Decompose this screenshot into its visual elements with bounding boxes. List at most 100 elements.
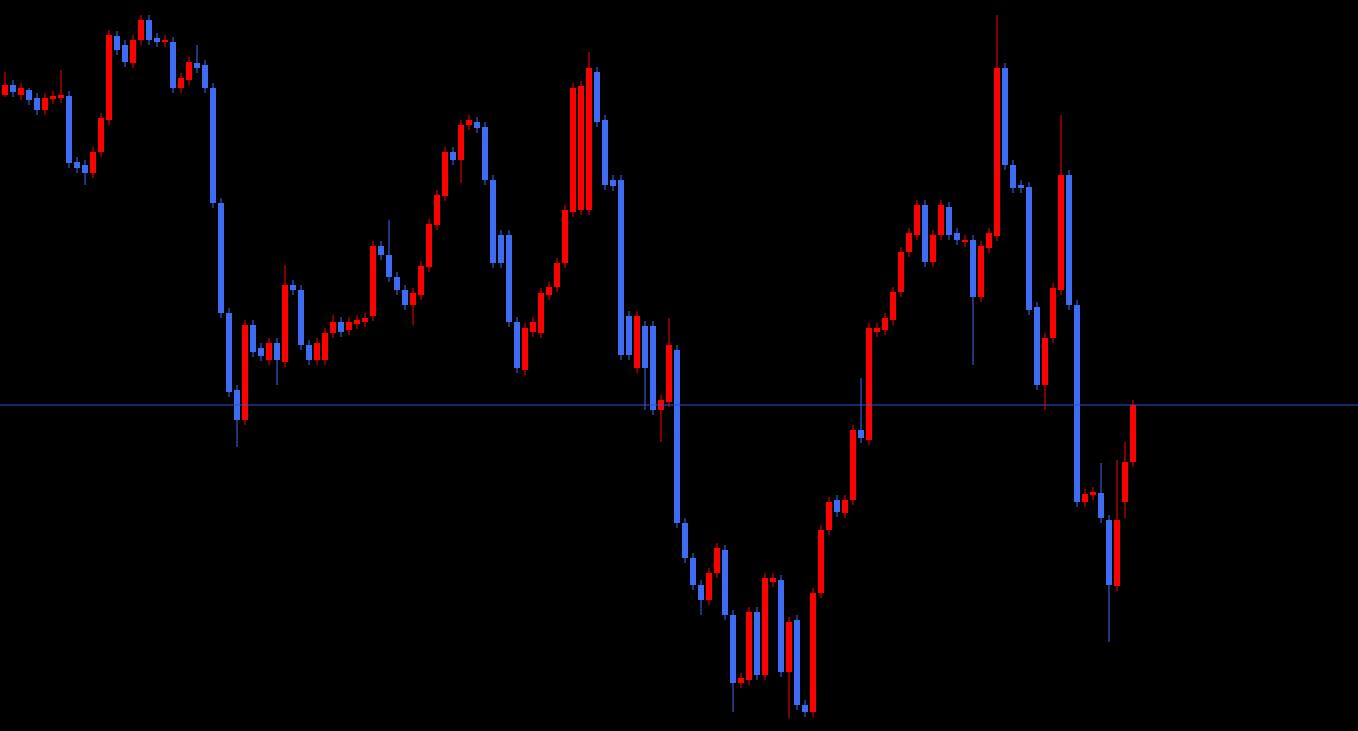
candle-body bbox=[1090, 492, 1096, 495]
candle-body bbox=[706, 573, 712, 600]
candle-body bbox=[722, 550, 728, 615]
candle-body bbox=[138, 20, 144, 40]
candle-body bbox=[850, 430, 856, 500]
candle-body bbox=[538, 293, 544, 333]
candle-body bbox=[146, 20, 152, 40]
candle-body bbox=[314, 343, 320, 360]
candle-body bbox=[402, 290, 408, 305]
candle-body bbox=[66, 96, 72, 163]
candle-body bbox=[218, 203, 224, 313]
candle-body bbox=[634, 316, 640, 368]
candle-body bbox=[602, 120, 608, 185]
candle-body bbox=[714, 548, 720, 573]
candle-body bbox=[362, 318, 368, 322]
candle-body bbox=[34, 98, 40, 110]
candle-body bbox=[618, 180, 624, 355]
candle-body bbox=[18, 88, 24, 95]
candle-body bbox=[50, 96, 56, 99]
candle-body bbox=[306, 345, 312, 360]
candle-body bbox=[186, 62, 192, 80]
candle-body bbox=[994, 68, 1000, 236]
candle-body bbox=[562, 210, 568, 263]
candle-body bbox=[874, 328, 880, 332]
candle-body bbox=[898, 252, 904, 292]
candle-body bbox=[130, 40, 136, 63]
candle-body bbox=[1122, 462, 1128, 502]
candle-body bbox=[954, 233, 960, 240]
candle-body bbox=[882, 318, 888, 330]
candle-body bbox=[162, 40, 168, 42]
candle-body bbox=[530, 322, 536, 332]
candle-body bbox=[650, 326, 656, 410]
candle-body bbox=[770, 578, 776, 582]
candle-body bbox=[442, 152, 448, 196]
candle-body bbox=[802, 705, 808, 712]
candle-body bbox=[1082, 494, 1088, 502]
candle-body bbox=[178, 78, 184, 88]
candle-body bbox=[970, 240, 976, 297]
candle-body bbox=[378, 246, 384, 255]
candle-body bbox=[818, 530, 824, 593]
candle-body bbox=[82, 165, 88, 173]
candle-body bbox=[98, 118, 104, 152]
candle-body bbox=[986, 233, 992, 248]
candle-body bbox=[546, 287, 552, 295]
candle-body bbox=[698, 585, 704, 600]
candle-body bbox=[842, 500, 848, 513]
candle-body bbox=[578, 86, 584, 210]
candle-body bbox=[674, 350, 680, 523]
candle-body bbox=[370, 246, 376, 316]
candle-body bbox=[858, 430, 864, 438]
candle-body bbox=[930, 235, 936, 262]
candle-body bbox=[498, 235, 504, 263]
candle-body bbox=[626, 316, 632, 355]
candle-body bbox=[354, 320, 360, 324]
candle-body bbox=[506, 235, 512, 322]
candle-body bbox=[938, 205, 944, 235]
candle-body bbox=[762, 578, 768, 675]
candle-body bbox=[570, 88, 576, 212]
candle-body bbox=[1002, 68, 1008, 165]
candle-body bbox=[1074, 305, 1080, 502]
candle-body bbox=[594, 72, 600, 122]
candle-body bbox=[554, 263, 560, 287]
candle-body bbox=[978, 246, 984, 297]
candle-body bbox=[1042, 338, 1048, 385]
candle-body bbox=[106, 35, 112, 120]
candle-body bbox=[1130, 405, 1136, 462]
candle-body bbox=[778, 580, 784, 672]
candle-body bbox=[474, 122, 480, 128]
candle-body bbox=[690, 558, 696, 585]
candle-body bbox=[426, 224, 432, 267]
candle-body bbox=[1050, 288, 1056, 338]
candle-body bbox=[738, 678, 744, 683]
candle-body bbox=[514, 322, 520, 368]
candle-body bbox=[282, 285, 288, 362]
candle-body bbox=[642, 326, 648, 368]
candle-body bbox=[458, 125, 464, 160]
candle-body bbox=[418, 266, 424, 295]
candle-body bbox=[450, 152, 456, 160]
candle-body bbox=[1034, 307, 1040, 385]
candle-body bbox=[890, 292, 896, 320]
candle-body bbox=[746, 612, 752, 680]
candle-body bbox=[754, 612, 760, 675]
candle-body bbox=[466, 120, 472, 125]
candle-body bbox=[794, 620, 800, 705]
candle-body bbox=[202, 65, 208, 88]
candle-body bbox=[154, 38, 160, 42]
candle-body bbox=[226, 313, 232, 392]
candle-body bbox=[1018, 185, 1024, 188]
candle-body bbox=[26, 90, 32, 100]
candle-body bbox=[522, 328, 528, 370]
candle-body bbox=[946, 207, 952, 235]
candle-body bbox=[274, 343, 280, 360]
candle-body bbox=[914, 205, 920, 235]
candle-body bbox=[730, 615, 736, 683]
candle-body bbox=[322, 333, 328, 360]
candle-body bbox=[682, 523, 688, 558]
candle-body bbox=[906, 233, 912, 252]
candle-body bbox=[74, 162, 80, 168]
candle-body bbox=[122, 45, 128, 62]
